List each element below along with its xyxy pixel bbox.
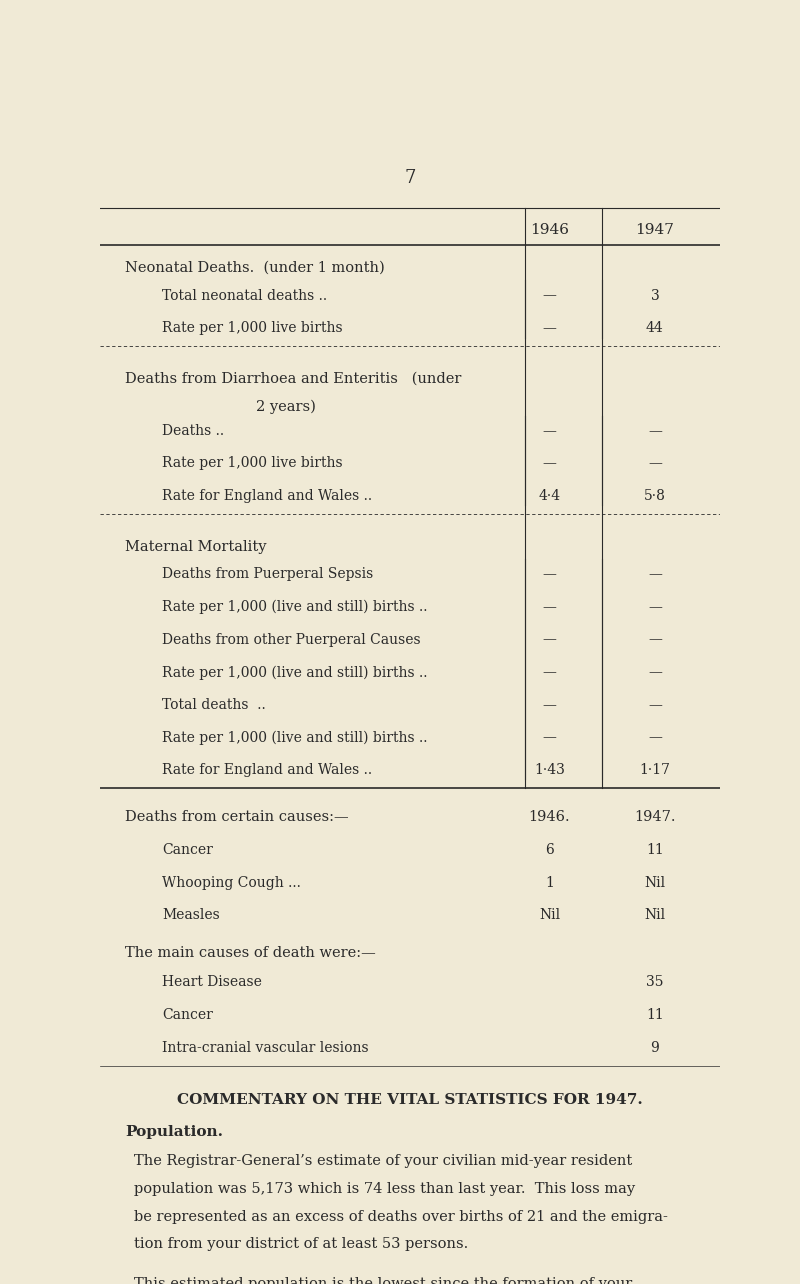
Text: Rate per 1,000 live births: Rate per 1,000 live births — [162, 457, 342, 470]
Text: 4·4: 4·4 — [538, 489, 561, 503]
Text: Deaths from certain causes:—: Deaths from certain causes:— — [125, 810, 349, 824]
Text: Neonatal Deaths.  (under 1 month): Neonatal Deaths. (under 1 month) — [125, 261, 385, 275]
Text: —: — — [542, 568, 557, 582]
Text: The main causes of death were:—: The main causes of death were:— — [125, 946, 375, 960]
Text: 1·43: 1·43 — [534, 763, 565, 777]
Text: 11: 11 — [646, 844, 664, 858]
Text: Heart Disease: Heart Disease — [162, 976, 262, 989]
Text: Population.: Population. — [125, 1125, 222, 1139]
Text: Measles: Measles — [162, 908, 220, 922]
Text: —: — — [542, 697, 557, 711]
Text: Deaths from other Puerperal Causes: Deaths from other Puerperal Causes — [162, 633, 421, 647]
Text: —: — — [648, 633, 662, 647]
Text: Nil: Nil — [644, 876, 666, 890]
Text: 3: 3 — [650, 289, 659, 303]
Text: —: — — [648, 665, 662, 679]
Text: —: — — [542, 321, 557, 335]
Text: —: — — [542, 600, 557, 614]
Text: Deaths ..: Deaths .. — [162, 424, 224, 438]
Text: 1946.: 1946. — [529, 810, 570, 824]
Text: Rate per 1,000 (live and still) births ..: Rate per 1,000 (live and still) births .… — [162, 731, 427, 745]
Text: Total neonatal deaths ..: Total neonatal deaths .. — [162, 289, 327, 303]
Text: Deaths from Diarrhoea and Enteritis   (under: Deaths from Diarrhoea and Enteritis (und… — [125, 371, 461, 385]
Text: —: — — [648, 697, 662, 711]
Text: Total deaths  ..: Total deaths .. — [162, 697, 266, 711]
Text: population was 5,173 which is 74 less than last year.  This loss may: population was 5,173 which is 74 less th… — [134, 1183, 635, 1197]
Text: Deaths from Puerperal Sepsis: Deaths from Puerperal Sepsis — [162, 568, 374, 582]
Text: 6: 6 — [545, 844, 554, 858]
Text: 35: 35 — [646, 976, 664, 989]
Text: —: — — [542, 289, 557, 303]
Text: Rate per 1,000 (live and still) births ..: Rate per 1,000 (live and still) births .… — [162, 600, 427, 614]
Text: 5·8: 5·8 — [644, 489, 666, 503]
Text: —: — — [542, 633, 557, 647]
Text: Cancer: Cancer — [162, 1008, 213, 1022]
Text: This estimated population is the lowest since the formation of your: This estimated population is the lowest … — [134, 1278, 632, 1284]
Text: —: — — [542, 665, 557, 679]
Text: tion from your district of at least 53 persons.: tion from your district of at least 53 p… — [134, 1238, 468, 1252]
Text: Rate for England and Wales ..: Rate for England and Wales .. — [162, 763, 372, 777]
Text: The Registrar-General’s estimate of your civilian mid-year resident: The Registrar-General’s estimate of your… — [134, 1154, 632, 1168]
Text: —: — — [648, 600, 662, 614]
Text: 9: 9 — [650, 1040, 659, 1054]
Text: —: — — [542, 731, 557, 745]
Text: —: — — [648, 568, 662, 582]
Text: Cancer: Cancer — [162, 844, 213, 858]
Text: Rate per 1,000 live births: Rate per 1,000 live births — [162, 321, 342, 335]
Text: Intra-cranial vascular lesions: Intra-cranial vascular lesions — [162, 1040, 369, 1054]
Text: 11: 11 — [646, 1008, 664, 1022]
Text: Rate per 1,000 (live and still) births ..: Rate per 1,000 (live and still) births .… — [162, 665, 427, 679]
Text: 1947.: 1947. — [634, 810, 676, 824]
Text: 1946: 1946 — [530, 223, 569, 238]
Text: Nil: Nil — [539, 908, 560, 922]
Text: Rate for England and Wales ..: Rate for England and Wales .. — [162, 489, 372, 503]
Text: 2 years): 2 years) — [256, 399, 316, 413]
Text: 1·17: 1·17 — [639, 763, 670, 777]
Text: be represented as an excess of deaths over births of 21 and the emigra-: be represented as an excess of deaths ov… — [134, 1210, 668, 1224]
Text: Whooping Cough ...: Whooping Cough ... — [162, 876, 301, 890]
Text: 44: 44 — [646, 321, 664, 335]
Text: —: — — [542, 457, 557, 470]
Text: —: — — [648, 457, 662, 470]
Text: Nil: Nil — [644, 908, 666, 922]
Text: —: — — [648, 731, 662, 745]
Text: —: — — [648, 424, 662, 438]
Text: 1947: 1947 — [635, 223, 674, 238]
Text: 1: 1 — [545, 876, 554, 890]
Text: Maternal Mortality: Maternal Mortality — [125, 539, 266, 553]
Text: 7: 7 — [404, 169, 416, 187]
Text: COMMENTARY ON THE VITAL STATISTICS FOR 1947.: COMMENTARY ON THE VITAL STATISTICS FOR 1… — [177, 1093, 643, 1107]
Text: —: — — [542, 424, 557, 438]
